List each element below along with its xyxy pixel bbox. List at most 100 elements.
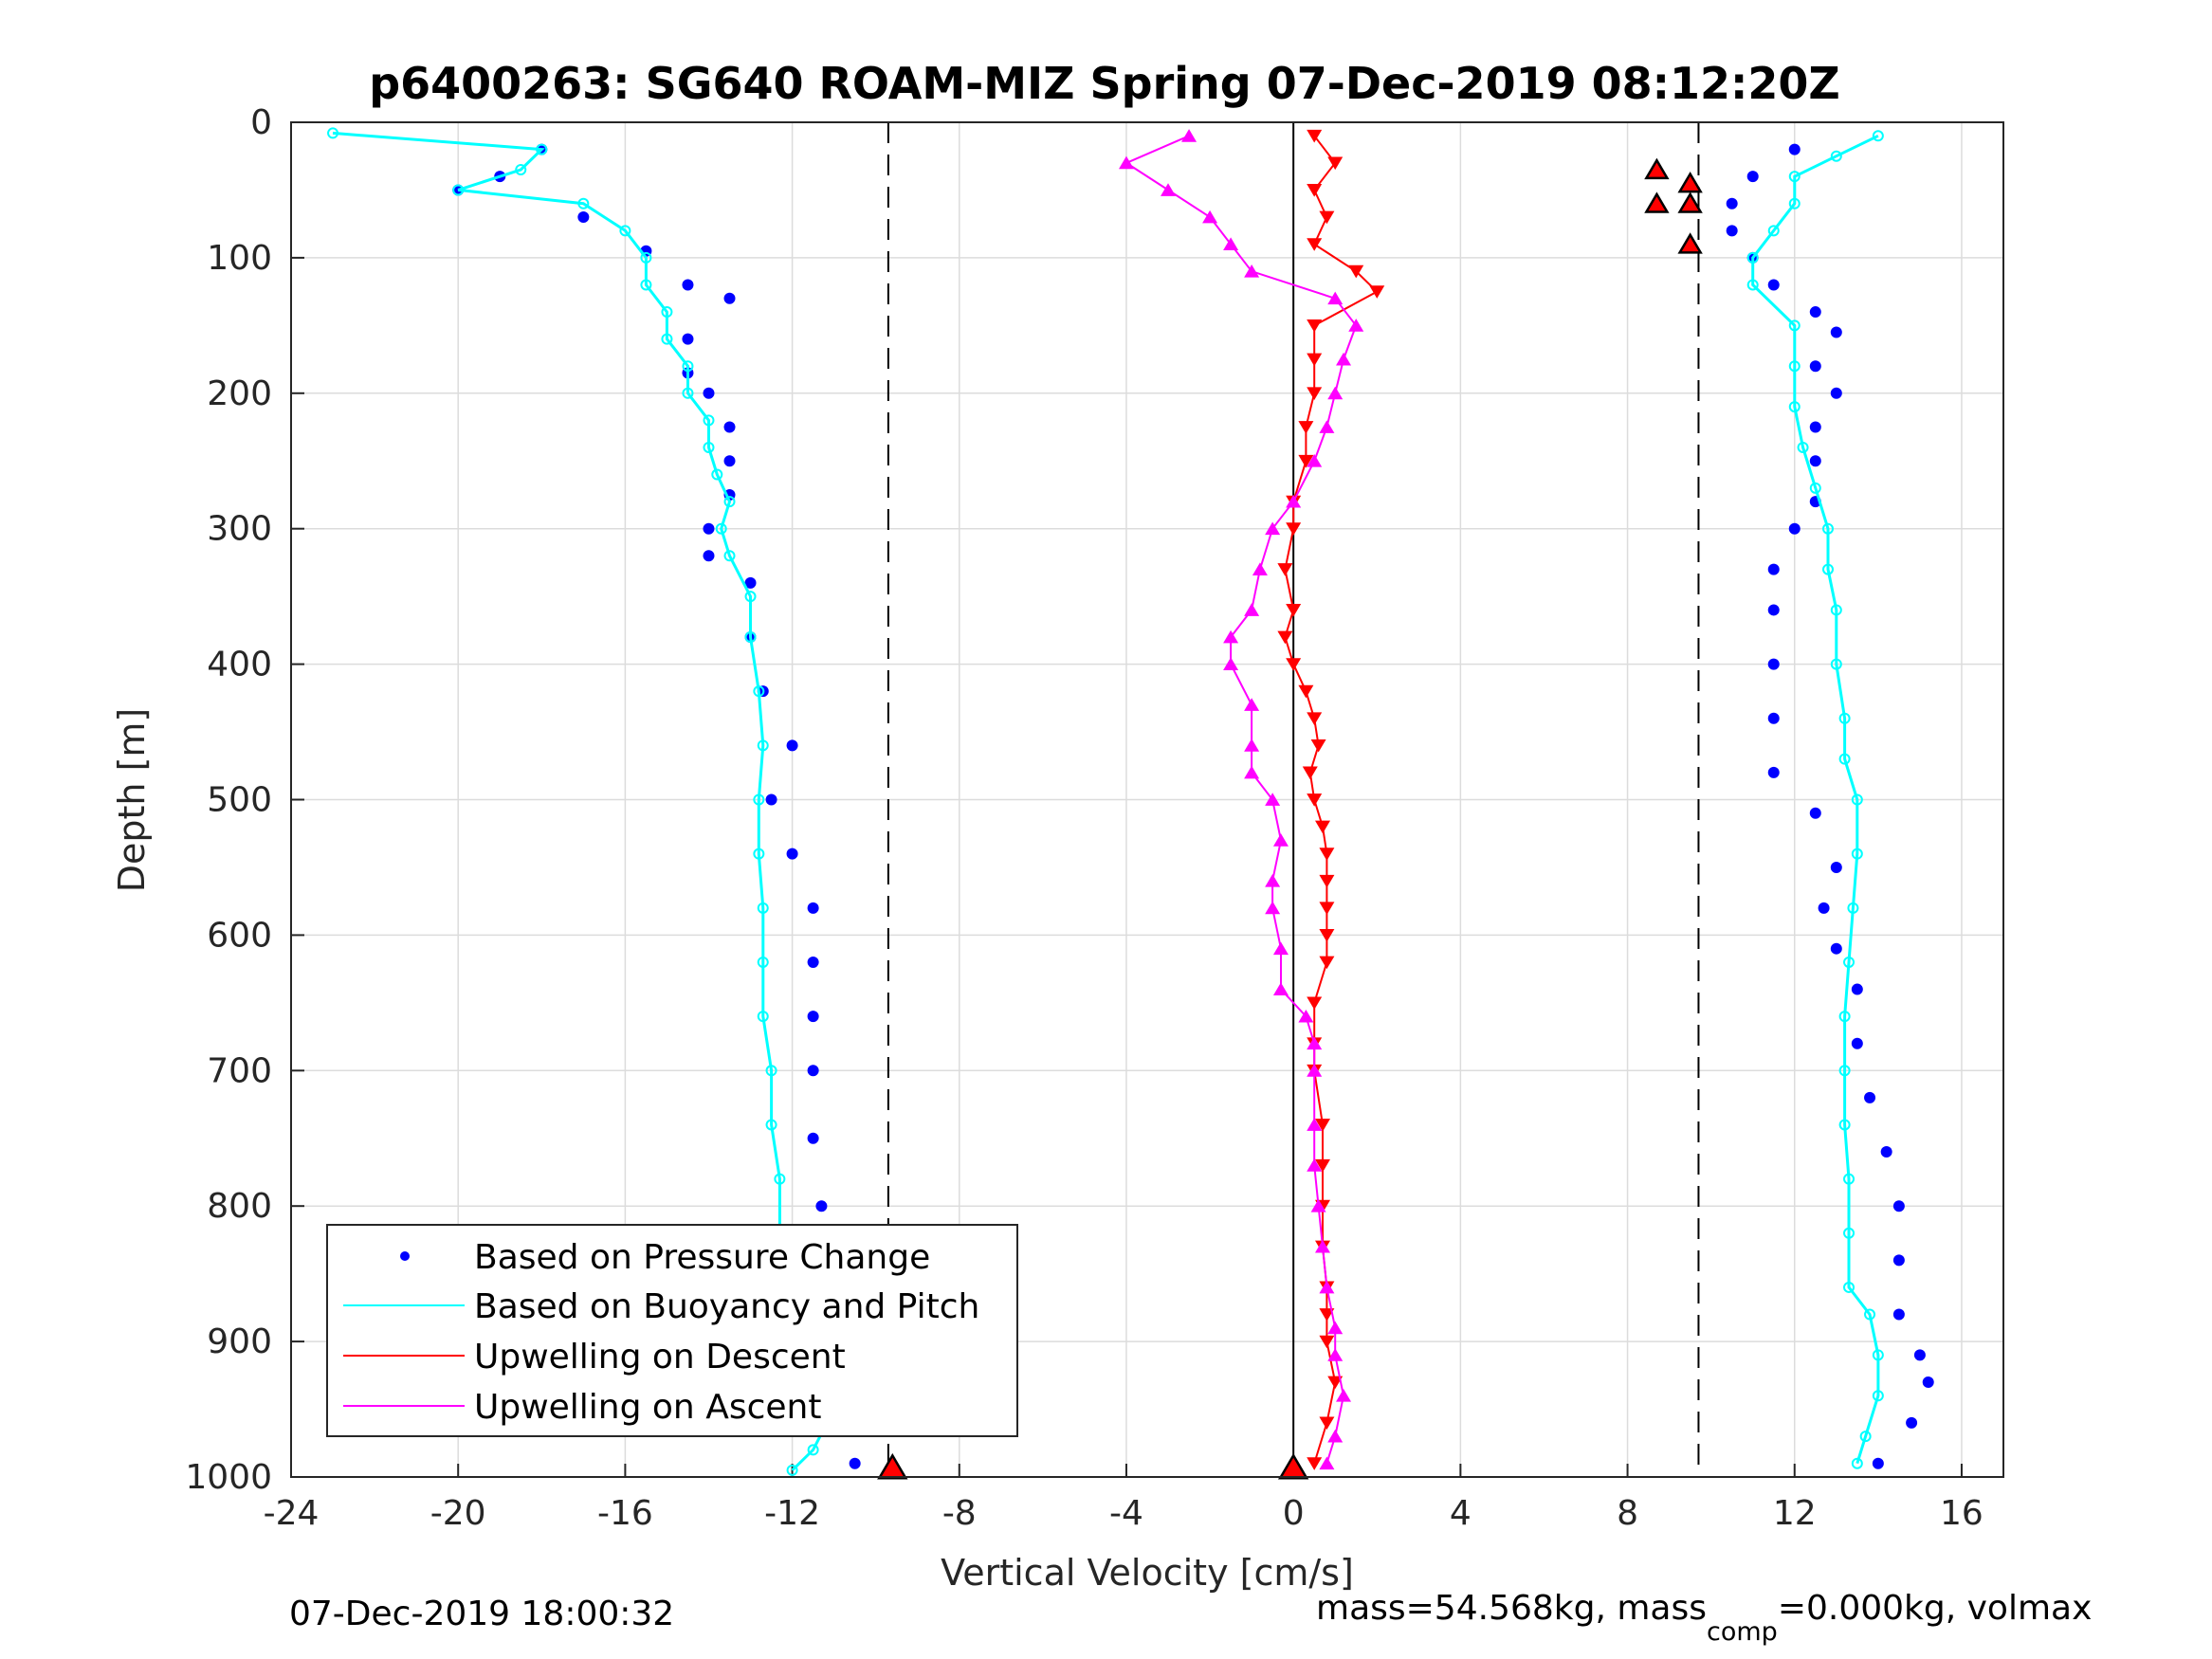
ascent-upwelling-point <box>1315 1239 1331 1253</box>
x-tick-label: -20 <box>430 1494 486 1533</box>
descent-upwelling-point <box>1315 1119 1331 1132</box>
buoyancy-point <box>327 127 339 139</box>
ascent-upwelling-point <box>1252 562 1268 575</box>
pressure-point <box>1767 766 1780 778</box>
footer-mass-prefix: mass=54.568kg, mass <box>1316 1589 1707 1628</box>
pressure-point <box>786 739 798 752</box>
pressure-point <box>1788 522 1801 535</box>
buoyancy-point <box>1788 197 1801 210</box>
buoyancy-point <box>753 848 765 860</box>
descent-upwelling-point <box>1327 156 1344 171</box>
pressure-point <box>1851 1037 1863 1049</box>
ascent-upwelling-point <box>1327 1321 1344 1335</box>
buoyancy-point <box>661 306 673 319</box>
ascent-upwelling-point <box>1327 386 1344 400</box>
pressure-point <box>1809 306 1821 319</box>
buoyancy-point <box>661 333 673 345</box>
buoyancy-point <box>1838 1011 1851 1023</box>
buoyancy-point <box>536 143 548 155</box>
buoyancy-point <box>1843 1173 1856 1185</box>
buoyancy-point <box>744 591 757 603</box>
buoyancy-point <box>765 1119 777 1131</box>
pressure-point <box>682 333 694 345</box>
pressure-point <box>1851 983 1863 995</box>
descent-upwelling-point <box>1307 793 1323 807</box>
apogee-marker <box>877 1452 908 1480</box>
ascent-upwelling-point <box>1310 1199 1326 1212</box>
ascent-upwelling-point <box>1327 1348 1344 1361</box>
descent-upwelling-point <box>1307 1457 1323 1470</box>
surface-marker <box>1677 232 1703 254</box>
pressure-point <box>807 1132 819 1144</box>
buoyancy-point <box>711 468 723 481</box>
descent-upwelling-point <box>1277 630 1293 645</box>
pressure-point <box>682 279 694 291</box>
descent-upwelling-point <box>1307 353 1323 367</box>
buoyancy-point <box>1872 1390 1884 1402</box>
pressure-point <box>1818 902 1830 914</box>
pressure-point <box>849 1457 861 1469</box>
ascent-upwelling-point <box>1307 1064 1323 1077</box>
descent-upwelling-point <box>1298 421 1314 434</box>
buoyancy-point <box>1788 401 1801 413</box>
x-tick-label: -8 <box>942 1494 977 1533</box>
buoyancy-point <box>682 387 694 399</box>
y-tick-label: 500 <box>207 781 272 820</box>
ascent-upwelling-point <box>1319 1280 1335 1294</box>
buoyancy-point <box>1838 753 1851 765</box>
pressure-point <box>1788 143 1801 155</box>
descent-upwelling-point <box>1319 848 1335 861</box>
ascent-upwelling-point <box>1244 765 1260 779</box>
y-tick-label: 400 <box>207 646 272 684</box>
pressure-point <box>723 292 736 304</box>
descent-upwelling-point <box>1277 563 1293 576</box>
pressure-point <box>703 522 715 535</box>
ascent-upwelling-point <box>1161 183 1177 196</box>
ascent-upwelling-point <box>1327 1429 1344 1443</box>
buoyancy-point <box>1843 956 1856 968</box>
buoyancy-point <box>1788 360 1801 373</box>
buoyancy-point <box>774 1173 786 1185</box>
pressure-point <box>765 793 777 806</box>
y-tick-label: 1000 <box>185 1458 272 1497</box>
pressure-point <box>786 848 798 860</box>
pressure-point <box>1880 1146 1892 1158</box>
ascent-upwelling-line <box>1124 135 1358 1464</box>
pressure-point <box>1872 1457 1884 1469</box>
buoyancy-point <box>753 685 765 698</box>
ascent-upwelling-point <box>1244 738 1260 752</box>
descent-upwelling-point <box>1319 1416 1335 1431</box>
pressure-point <box>1746 171 1759 183</box>
legend-entry-buoyancy: Based on Buoyancy and Pitch <box>474 1287 979 1326</box>
pressure-point <box>807 902 819 914</box>
x-tick-label: -12 <box>764 1494 820 1533</box>
buoyancy-point <box>640 251 652 264</box>
buoyancy-point <box>703 441 715 453</box>
y-tick-label: 800 <box>207 1187 272 1226</box>
descent-upwelling-point <box>1286 604 1302 617</box>
descent-upwelling-point <box>1310 738 1326 753</box>
pressure-point <box>807 956 819 968</box>
buoyancy-point <box>723 496 736 508</box>
descent-upwelling-point <box>1307 238 1323 251</box>
ascent-upwelling-point <box>1327 291 1344 305</box>
series-upwelling-on-descent <box>1277 129 1385 1470</box>
buoyancy-point <box>1746 251 1759 264</box>
descent-upwelling-point <box>1302 766 1318 780</box>
legend-box <box>326 1224 1018 1437</box>
descent-upwelling-point <box>1319 902 1335 916</box>
descent-upwelling-point <box>1319 956 1335 970</box>
pressure-point <box>1830 861 1842 873</box>
buoyancy-point <box>1859 1431 1872 1443</box>
descent-upwelling-point <box>1298 684 1314 699</box>
buoyancy-point <box>1847 902 1859 914</box>
descent-upwelling-point <box>1307 129 1323 143</box>
pressure-point <box>1913 1349 1926 1361</box>
descent-upwelling-point <box>1319 929 1335 942</box>
ascent-upwelling-point <box>1223 237 1239 251</box>
y-tick-label: 600 <box>207 916 272 955</box>
ascent-upwelling-point <box>1348 319 1364 332</box>
series-upwelling-on-ascent <box>1118 129 1364 1470</box>
buoyancy-point <box>619 225 631 237</box>
pressure-point <box>1809 455 1821 467</box>
